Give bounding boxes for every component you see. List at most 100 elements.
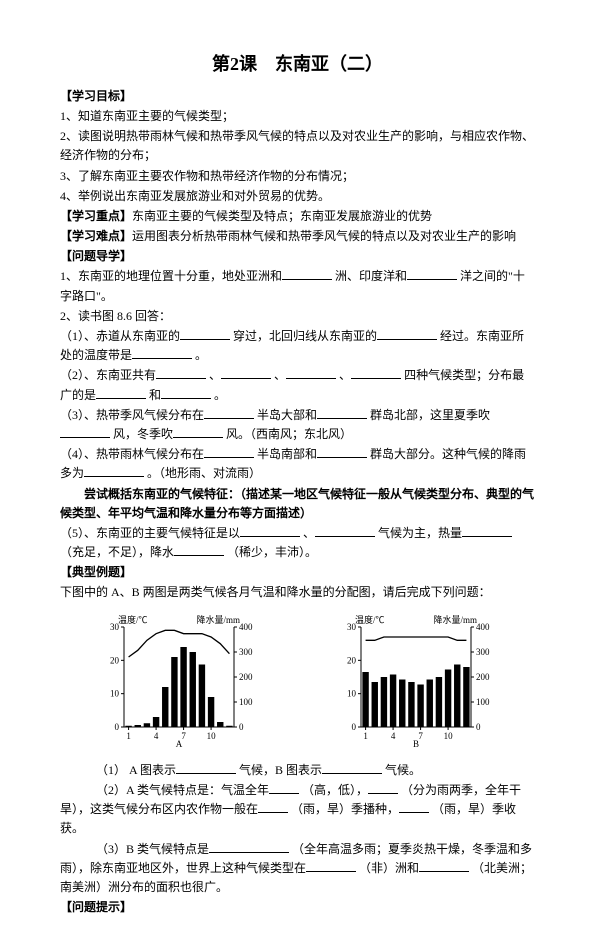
svg-text:B: B <box>413 739 419 749</box>
q22-c: 、 <box>274 368 286 382</box>
example-heading: 【典型例题】 <box>60 565 132 579</box>
svg-text:10: 10 <box>444 731 454 741</box>
q21-a: （1）、赤道从东南亚的 <box>60 329 180 343</box>
blank <box>317 445 367 458</box>
svg-text:300: 300 <box>476 647 490 657</box>
svg-text:降水量/mm: 降水量/mm <box>196 614 240 625</box>
blank <box>317 406 367 419</box>
svg-text:1: 1 <box>126 731 131 741</box>
svg-text:10: 10 <box>347 688 357 698</box>
e3-c: （非）洲和 <box>359 861 419 875</box>
svg-text:200: 200 <box>239 672 253 682</box>
blank <box>96 386 146 399</box>
e2-d: （雨，旱）季播种， <box>291 802 399 816</box>
blank <box>221 366 271 379</box>
q22-d: 、 <box>339 368 351 382</box>
goal-4: 4、举例说出东南亚发展旅游业和对外贸易的优势。 <box>60 187 535 206</box>
blank <box>306 859 356 872</box>
svg-text:7: 7 <box>419 731 424 741</box>
e2-a: （2）A 类气候特点是：气温全年 <box>96 783 269 797</box>
blank <box>419 859 469 872</box>
difficulty-heading: 【学习难点】 <box>60 229 132 243</box>
svg-text:10: 10 <box>110 688 120 698</box>
blank <box>180 327 230 340</box>
svg-text:降水量/mm: 降水量/mm <box>434 614 478 625</box>
blank <box>377 327 437 340</box>
blank <box>315 524 375 537</box>
e1-b: 气候，B 图表示 <box>239 763 322 777</box>
q24-d: 。（地形雨、对流雨） <box>147 466 261 480</box>
q22-a: （2）、东南亚共有 <box>60 368 156 382</box>
blank <box>161 386 211 399</box>
q25-d: （充足，不足），降水 <box>60 545 174 559</box>
blank <box>286 366 336 379</box>
blank <box>204 406 254 419</box>
blank <box>173 425 223 438</box>
blank <box>240 524 300 537</box>
blank <box>322 761 382 774</box>
svg-text:300: 300 <box>239 647 253 657</box>
q23-a: （3）、热带季风气候分布在 <box>60 408 204 422</box>
svg-text:400: 400 <box>239 622 253 632</box>
blank <box>407 267 457 280</box>
svg-text:0: 0 <box>352 722 357 732</box>
lesson-title: 第2课 东南亚（二） <box>60 50 535 79</box>
keypoint-heading: 【学习重点】 <box>60 209 132 223</box>
blank <box>269 781 299 794</box>
q24-a: （4）、热带雨林气候分布在 <box>60 447 204 461</box>
guide-tip: 尝试概括东南亚的气候特征：（描述某一地区气候特征一般从气候类型分布、典型的气候类… <box>60 485 535 523</box>
svg-text:100: 100 <box>239 697 253 707</box>
svg-text:温度/℃: 温度/℃ <box>355 614 385 625</box>
q23-e: 风。（西南风；东北风） <box>226 427 352 441</box>
svg-text:温度/℃: 温度/℃ <box>118 614 148 625</box>
q25-b: 、 <box>303 526 315 540</box>
blank <box>282 267 332 280</box>
q23-d: 风，冬季吹 <box>113 427 173 441</box>
blank <box>204 445 254 458</box>
e1-a: （1） A 图表示 <box>96 763 176 777</box>
blank <box>351 366 401 379</box>
svg-text:200: 200 <box>476 672 490 682</box>
q1-b: 洲、印度洋和 <box>335 269 407 283</box>
q25-e: （稀少，丰沛）。 <box>227 545 317 559</box>
difficulty-text: 运用图表分析热带雨林气候和热带季风气候的特点以及对农业生产的影响 <box>132 229 516 243</box>
blank <box>399 800 429 813</box>
q23-b: 半岛大部和 <box>257 408 317 422</box>
blank <box>60 425 110 438</box>
svg-text:10: 10 <box>206 731 216 741</box>
e3-a: （3）B 类气候特点是 <box>96 842 209 856</box>
svg-text:20: 20 <box>110 655 120 665</box>
q22-g: 。 <box>214 388 226 402</box>
blank <box>368 781 398 794</box>
e2-b: （高，低）， <box>302 783 368 797</box>
hint-heading: 【问题提示】 <box>60 900 132 914</box>
q1-a: 1、东南亚的地理位置十分重，地处亚洲和 <box>60 269 282 283</box>
blank <box>156 366 206 379</box>
example-intro: 下图中的 A、B 两图是两类气候各月气温和降水量的分配图，请后完成下列问题： <box>60 583 535 602</box>
blank <box>176 761 236 774</box>
blank <box>174 543 224 556</box>
guide-heading: 【问题导学】 <box>60 249 132 263</box>
q22-b: 、 <box>209 368 221 382</box>
svg-text:100: 100 <box>476 697 490 707</box>
q25-a: （5）、东南亚的主要气候特征是以 <box>60 526 240 540</box>
svg-text:400: 400 <box>476 622 490 632</box>
svg-text:4: 4 <box>391 731 396 741</box>
svg-text:0: 0 <box>476 722 481 732</box>
svg-text:0: 0 <box>239 722 244 732</box>
blank <box>462 524 512 537</box>
q24-b: 半岛南部和 <box>257 447 317 461</box>
svg-text:20: 20 <box>347 655 357 665</box>
svg-text:4: 4 <box>154 731 159 741</box>
blank <box>84 464 144 477</box>
keypoint-text: 东南亚主要的气候类型及特点；东南亚发展旅游业的优势 <box>132 209 432 223</box>
goal-1: 1、知道东南亚主要的气候类型； <box>60 107 535 126</box>
svg-text:0: 0 <box>114 722 119 732</box>
q22-f: 和 <box>149 388 161 402</box>
e1-c: 气候。 <box>385 763 421 777</box>
blank <box>132 346 192 359</box>
q21-b: 穿过，北回归线从东南亚的 <box>233 329 377 343</box>
q23-c: 群岛北部，这里夏季吹 <box>370 408 490 422</box>
q21-d: 。 <box>195 348 207 362</box>
goal-3: 3、了解东南亚主要农作物和热带经济作物的分布情况； <box>60 167 535 186</box>
